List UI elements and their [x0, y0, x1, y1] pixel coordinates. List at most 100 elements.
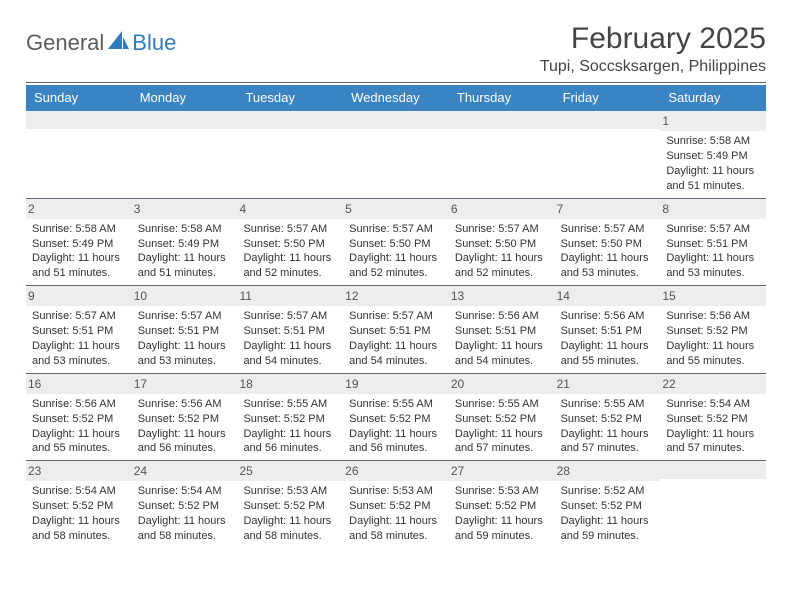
- day-cell: 10 Sunrise: 5:57 AMSunset: 5:51 PMDayligh…: [132, 286, 238, 373]
- daylight-text: Daylight: 11 hours and 53 minutes.: [138, 339, 232, 369]
- daylight-text: Daylight: 11 hours and 59 minutes.: [561, 514, 655, 544]
- sunset-text: Sunset: 5:51 PM: [561, 324, 655, 339]
- sunset-text: Sunset: 5:52 PM: [666, 324, 760, 339]
- sunrise-text: Sunrise: 5:54 AM: [32, 484, 126, 499]
- sunset-text: Sunset: 5:50 PM: [243, 237, 337, 252]
- sunrise-text: Sunrise: 5:56 AM: [666, 309, 760, 324]
- day-number: 20: [449, 374, 555, 394]
- daylight-text: Daylight: 11 hours and 53 minutes.: [666, 251, 760, 281]
- day-cell: 3Sunrise: 5:58 AMSunset: 5:49 PMDaylight…: [132, 199, 238, 286]
- day-number: 7: [555, 199, 661, 219]
- day-number: [449, 111, 555, 129]
- week-row: 23Sunrise: 5:54 AMSunset: 5:52 PMDayligh…: [26, 460, 766, 548]
- sunset-text: Sunset: 5:52 PM: [138, 412, 232, 427]
- sunset-text: Sunset: 5:52 PM: [32, 499, 126, 514]
- weekday-header: Wednesday: [343, 85, 449, 111]
- day-cell: [660, 461, 766, 548]
- day-cell: 11Sunrise: 5:57 AMSunset: 5:51 PMDayligh…: [237, 286, 343, 373]
- daylight-text: Daylight: 11 hours and 57 minutes.: [666, 427, 760, 457]
- day-number: 1: [660, 111, 766, 131]
- sunset-text: Sunset: 5:52 PM: [455, 412, 549, 427]
- daylight-text: Daylight: 11 hours and 58 minutes.: [32, 514, 126, 544]
- daylight-text: Daylight: 11 hours and 58 minutes.: [349, 514, 443, 544]
- day-cell: 7Sunrise: 5:57 AMSunset: 5:50 PMDaylight…: [555, 199, 661, 286]
- sunset-text: Sunset: 5:50 PM: [455, 237, 549, 252]
- day-cell: [26, 111, 132, 198]
- location-subtitle: Tupi, Soccsksargen, Philippines: [540, 58, 766, 76]
- sunset-text: Sunset: 5:49 PM: [666, 149, 760, 164]
- day-cell: 28Sunrise: 5:52 AMSunset: 5:52 PMDayligh…: [555, 461, 661, 548]
- day-number: 9: [26, 286, 132, 306]
- sunset-text: Sunset: 5:52 PM: [243, 412, 337, 427]
- daylight-text: Daylight: 11 hours and 52 minutes.: [455, 251, 549, 281]
- day-number: 28: [555, 461, 661, 481]
- sunset-text: Sunset: 5:51 PM: [243, 324, 337, 339]
- daylight-text: Daylight: 11 hours and 57 minutes.: [455, 427, 549, 457]
- brand-logo: General Blue: [26, 22, 176, 56]
- day-number: 24: [132, 461, 238, 481]
- sunrise-text: Sunrise: 5:57 AM: [349, 309, 443, 324]
- daylight-text: Daylight: 11 hours and 59 minutes.: [455, 514, 549, 544]
- sunrise-text: Sunrise: 5:57 AM: [243, 309, 337, 324]
- sunset-text: Sunset: 5:52 PM: [243, 499, 337, 514]
- day-cell: 20 Sunrise: 5:55 AMSunset: 5:52 PMDayligh…: [449, 374, 555, 461]
- weekday-header-row: Sunday Monday Tuesday Wednesday Thursday…: [26, 85, 766, 111]
- sunrise-text: Sunrise: 5:57 AM: [32, 309, 126, 324]
- sunrise-text: Sunrise: 5:52 AM: [561, 484, 655, 499]
- sunrise-text: Sunrise: 5:58 AM: [666, 134, 760, 149]
- daylight-text: Daylight: 11 hours and 54 minutes.: [349, 339, 443, 369]
- week-row: 2Sunrise: 5:58 AMSunset: 5:49 PMDaylight…: [26, 198, 766, 286]
- daylight-text: Daylight: 11 hours and 51 minutes.: [32, 251, 126, 281]
- sunset-text: Sunset: 5:52 PM: [138, 499, 232, 514]
- sunrise-text: Sunrise: 5:57 AM: [138, 309, 232, 324]
- sunrise-text: Sunrise: 5:55 AM: [349, 397, 443, 412]
- day-cell: 8Sunrise: 5:57 AMSunset: 5:51 PMDaylight…: [660, 199, 766, 286]
- header-divider: [26, 82, 766, 83]
- day-number: 16: [26, 374, 132, 394]
- day-number: [343, 111, 449, 129]
- daylight-text: Daylight: 11 hours and 57 minutes.: [561, 427, 655, 457]
- sunrise-text: Sunrise: 5:57 AM: [243, 222, 337, 237]
- sunset-text: Sunset: 5:49 PM: [138, 237, 232, 252]
- sunrise-text: Sunrise: 5:57 AM: [666, 222, 760, 237]
- day-number: 18: [237, 374, 343, 394]
- day-cell: 13Sunrise: 5:56 AMSunset: 5:51 PMDayligh…: [449, 286, 555, 373]
- day-cell: 24Sunrise: 5:54 AMSunset: 5:52 PMDayligh…: [132, 461, 238, 548]
- day-cell: 5Sunrise: 5:57 AMSunset: 5:50 PMDaylight…: [343, 199, 449, 286]
- sunrise-text: Sunrise: 5:55 AM: [243, 397, 337, 412]
- sunset-text: Sunset: 5:51 PM: [455, 324, 549, 339]
- sunset-text: Sunset: 5:52 PM: [349, 412, 443, 427]
- weekday-header: Tuesday: [237, 85, 343, 111]
- daylight-text: Daylight: 11 hours and 56 minutes.: [243, 427, 337, 457]
- day-number: 12: [343, 286, 449, 306]
- weekday-header: Saturday: [660, 85, 766, 111]
- daylight-text: Daylight: 11 hours and 54 minutes.: [455, 339, 549, 369]
- week-row: 1 Sunrise: 5:58 AMSunset: 5:49 PMDaylight…: [26, 111, 766, 198]
- sunrise-text: Sunrise: 5:58 AM: [138, 222, 232, 237]
- daylight-text: Daylight: 11 hours and 58 minutes.: [243, 514, 337, 544]
- daylight-text: Daylight: 11 hours and 55 minutes.: [32, 427, 126, 457]
- daylight-text: Daylight: 11 hours and 53 minutes.: [561, 251, 655, 281]
- weekday-header: Monday: [132, 85, 238, 111]
- day-number: [237, 111, 343, 129]
- day-cell: 16Sunrise: 5:56 AMSunset: 5:52 PMDayligh…: [26, 374, 132, 461]
- day-cell: 4Sunrise: 5:57 AMSunset: 5:50 PMDaylight…: [237, 199, 343, 286]
- day-cell: 14Sunrise: 5:56 AMSunset: 5:51 PMDayligh…: [555, 286, 661, 373]
- day-number: [132, 111, 238, 129]
- sunrise-text: Sunrise: 5:56 AM: [138, 397, 232, 412]
- day-cell: [449, 111, 555, 198]
- day-number: 11: [237, 286, 343, 306]
- sunset-text: Sunset: 5:52 PM: [666, 412, 760, 427]
- daylight-text: Daylight: 11 hours and 51 minutes.: [666, 164, 760, 194]
- day-number: 10: [132, 286, 238, 306]
- sunset-text: Sunset: 5:51 PM: [138, 324, 232, 339]
- sunrise-text: Sunrise: 5:53 AM: [455, 484, 549, 499]
- day-number: 25: [237, 461, 343, 481]
- day-number: 21: [555, 374, 661, 394]
- sunrise-text: Sunrise: 5:55 AM: [455, 397, 549, 412]
- day-number: 14: [555, 286, 661, 306]
- day-number: 17: [132, 374, 238, 394]
- daylight-text: Daylight: 11 hours and 53 minutes.: [32, 339, 126, 369]
- sunrise-text: Sunrise: 5:53 AM: [349, 484, 443, 499]
- sunrise-text: Sunrise: 5:57 AM: [349, 222, 443, 237]
